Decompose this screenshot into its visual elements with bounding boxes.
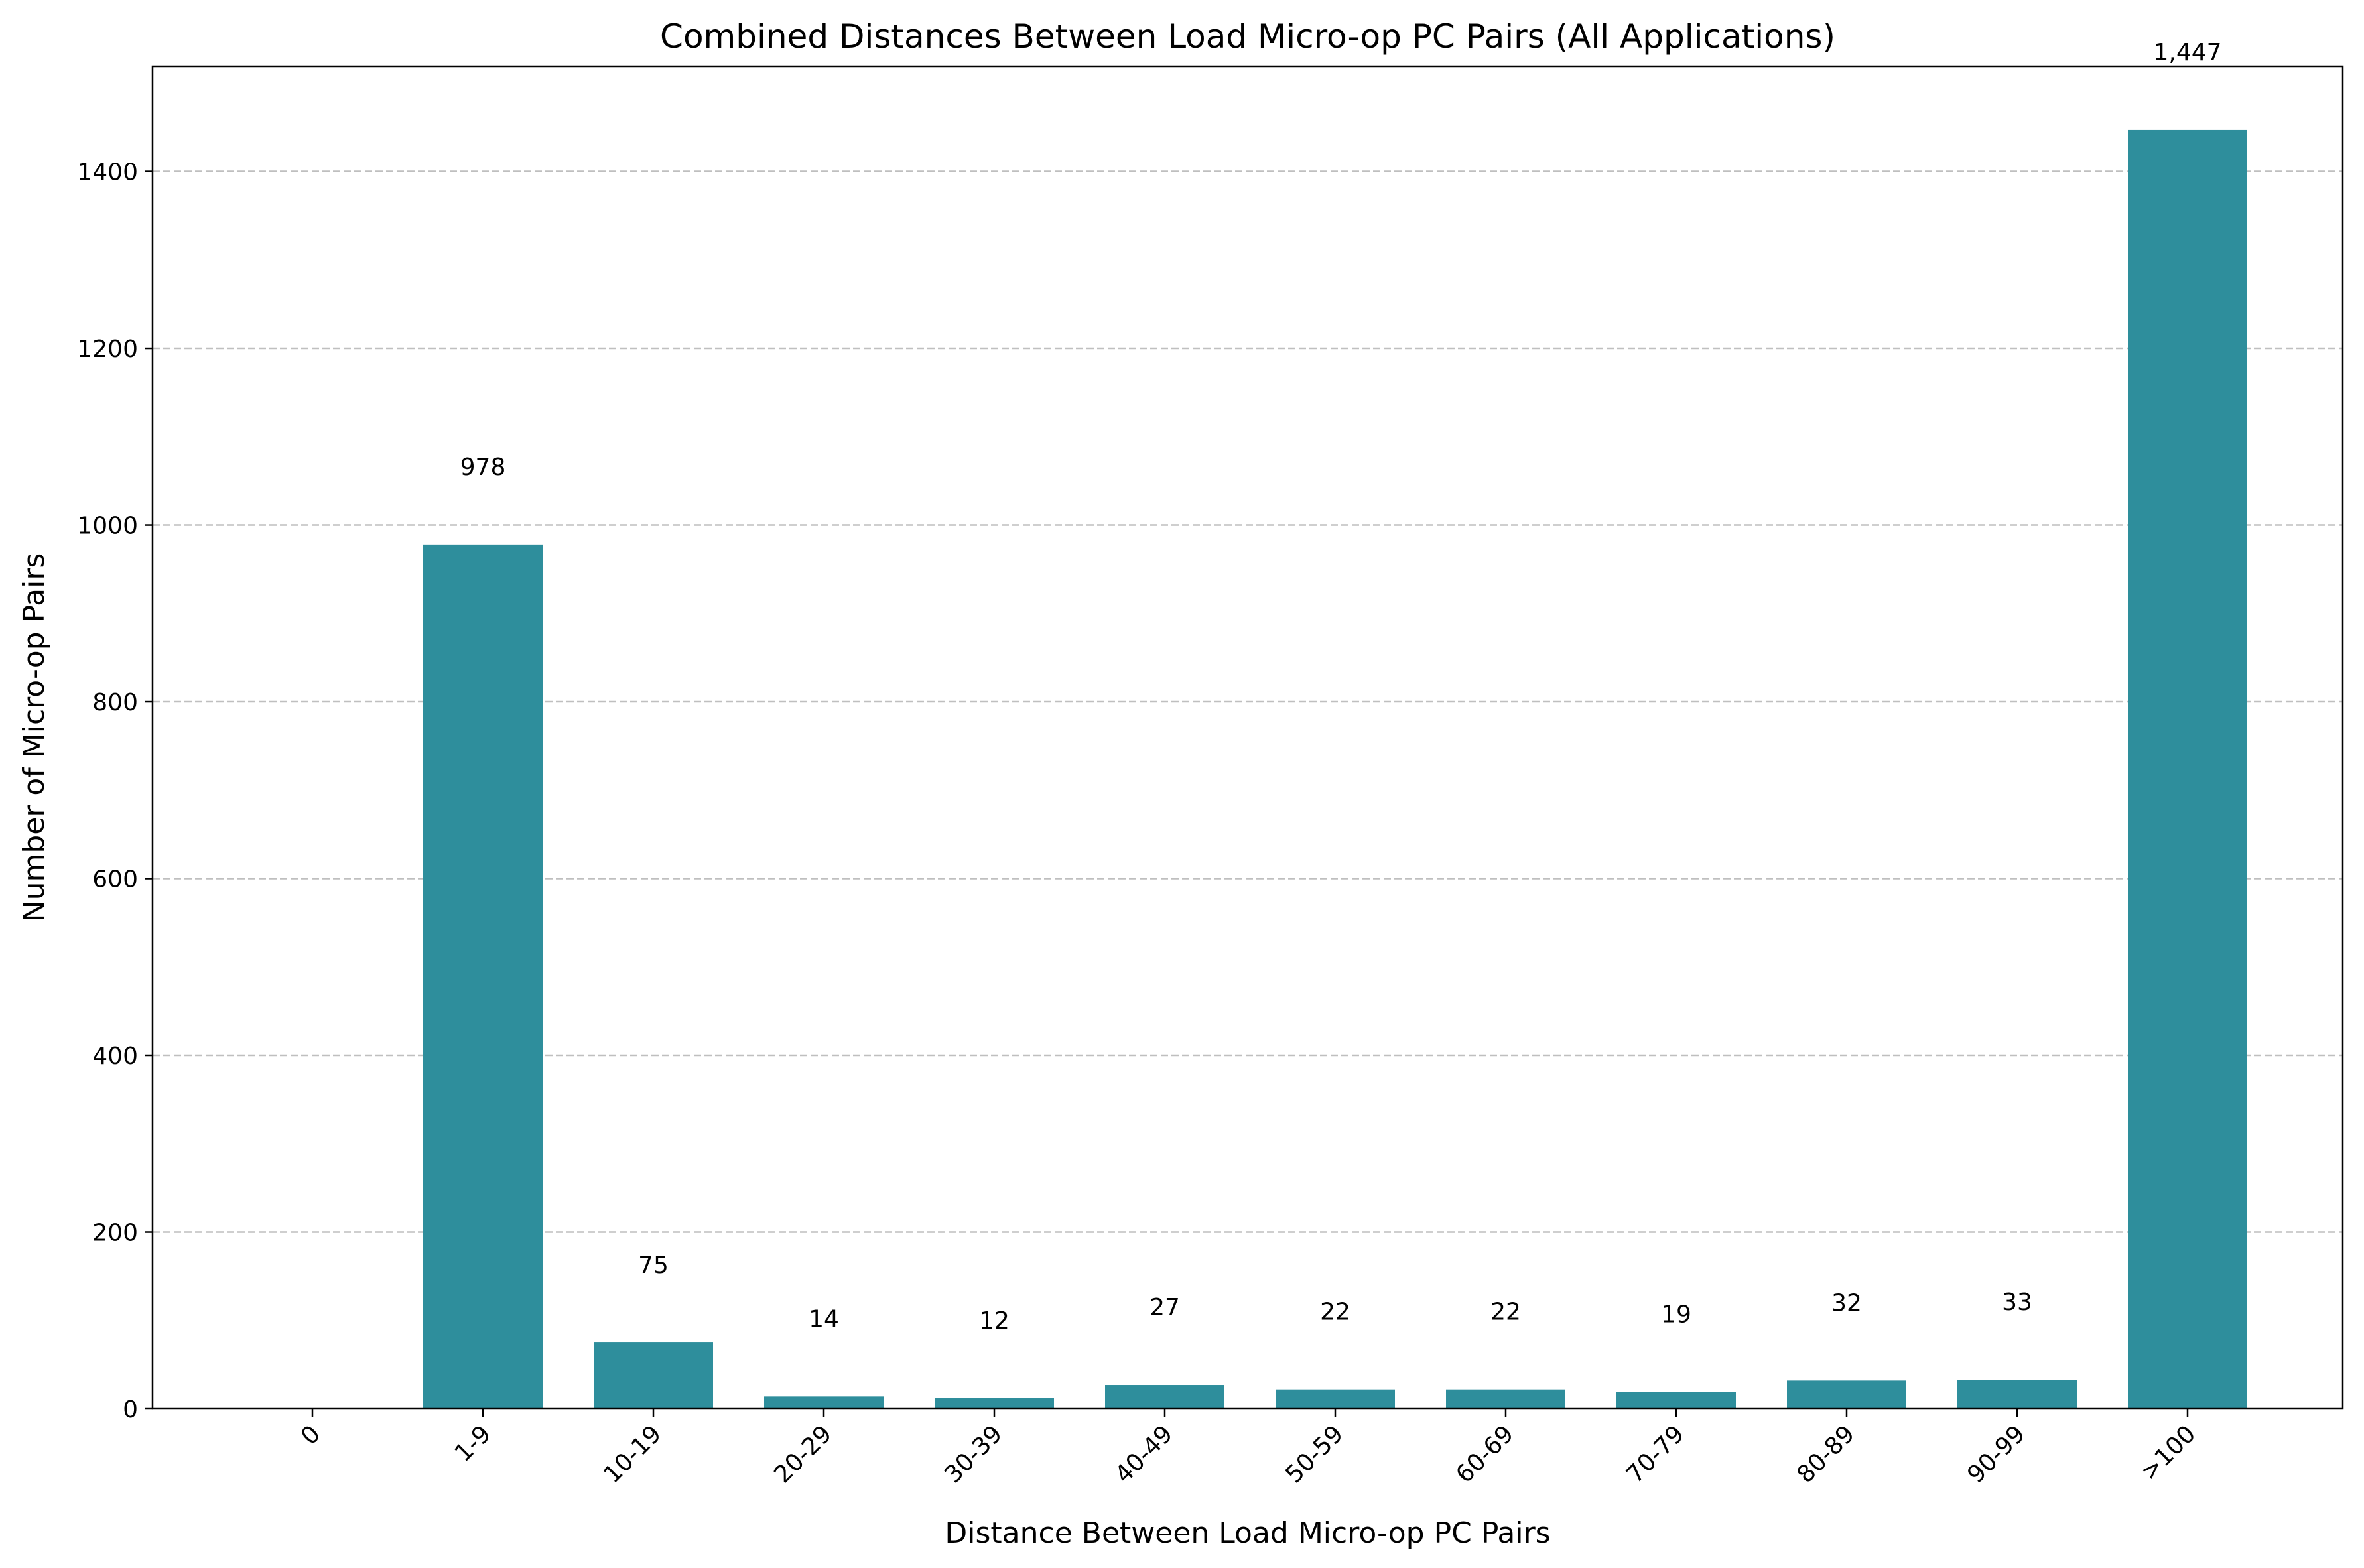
y-tick-label: 800 (92, 689, 138, 716)
data-label: 75 (638, 1252, 669, 1279)
y-tick-label: 400 (92, 1043, 138, 1070)
data-label: 33 (2002, 1289, 2032, 1316)
data-label: 19 (1661, 1301, 1691, 1329)
bar (1616, 1392, 1736, 1409)
data-label: 978 (460, 454, 506, 481)
y-tick-label: 200 (92, 1220, 138, 1247)
bar (594, 1342, 713, 1409)
x-axis-label: Distance Between Load Micro-op PC Pairs (945, 1516, 1550, 1550)
data-label: 1,447 (2153, 39, 2221, 66)
bar (2128, 129, 2247, 1409)
bar (1787, 1380, 1906, 1409)
bar (1446, 1389, 1565, 1409)
data-label: 27 (1149, 1294, 1180, 1321)
y-axis-label: Number of Micro-op Pairs (17, 553, 51, 923)
data-label: 22 (1320, 1299, 1350, 1326)
data-label: 32 (1831, 1289, 1862, 1317)
y-tick-label: 1200 (77, 336, 138, 363)
bar (1105, 1385, 1224, 1409)
data-label: 22 (1490, 1299, 1521, 1326)
y-tick-label: 0 (123, 1396, 138, 1423)
data-labels: 978 75 14 12 27 22 22 19 32 33 1,447 (460, 39, 2222, 1335)
y-axis: 0 200 400 600 800 1000 1200 1400 (77, 159, 153, 1423)
bar (423, 544, 543, 1409)
bars (423, 129, 2247, 1409)
data-label: 14 (809, 1305, 839, 1333)
bar (1276, 1389, 1395, 1409)
y-tick-label: 1400 (77, 159, 138, 186)
data-label: 12 (979, 1307, 1010, 1335)
y-tick-label: 600 (92, 866, 138, 893)
plot-frame (151, 65, 2344, 1410)
chart-title: Combined Distances Between Load Micro-op… (660, 17, 1835, 56)
y-tick-label: 1000 (77, 513, 138, 540)
bar (764, 1396, 884, 1409)
bar (1957, 1380, 2077, 1409)
bar (935, 1398, 1054, 1409)
